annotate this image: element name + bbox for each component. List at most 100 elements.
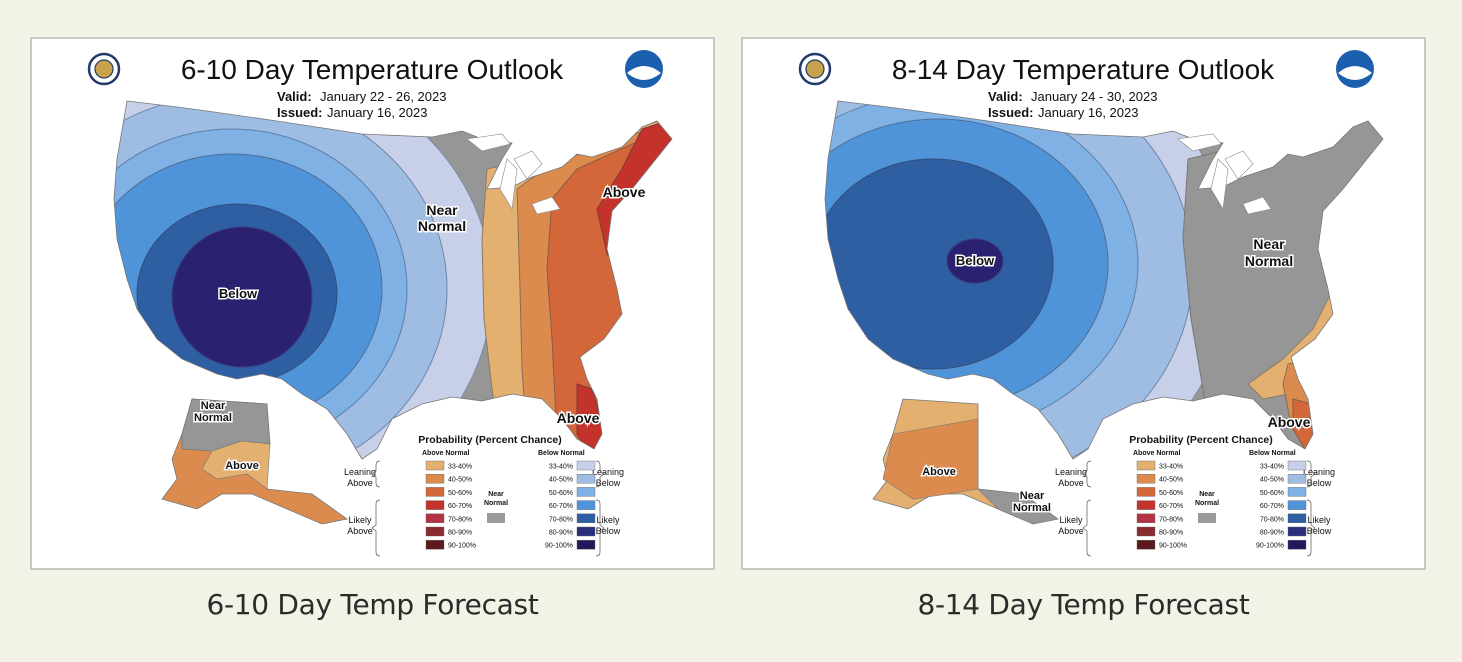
legend-leaning-above-2: Above <box>347 478 373 488</box>
legend-above-range: 60-70% <box>448 503 472 510</box>
legend-below-swatch <box>576 526 596 537</box>
map-title: 6-10 Day Temperature Outlook <box>181 54 564 85</box>
legend-below-range: 70-80% <box>1260 516 1284 523</box>
legend-above-range: 33-40% <box>1159 464 1183 471</box>
legend-above-header: Above Normal <box>422 450 470 457</box>
legend-above-range: 50-60% <box>1159 490 1183 497</box>
legend-leaning-below-1: Leaning <box>592 467 624 477</box>
legend-leaning-below-1: Leaning <box>1303 467 1335 477</box>
legend-leaning-above-2: Above <box>1058 478 1084 488</box>
great-lakes <box>1177 133 1272 215</box>
legend-likely-above-1: Likely <box>348 515 372 525</box>
legend-leaning-above-1: Leaning <box>344 467 376 477</box>
legend: Probability (Percent Chance) Above Norma… <box>1055 434 1335 557</box>
legend-likely-above-1: Likely <box>1059 515 1083 525</box>
legend-below-range: 90-100% <box>1256 543 1284 550</box>
legend-below-range: 70-80% <box>549 516 573 523</box>
map-title: 8-14 Day Temperature Outlook <box>892 54 1275 85</box>
legend-below-range: 40-50% <box>549 477 573 484</box>
legend-leaning-below-2: Below <box>596 478 621 488</box>
legend-brace <box>1082 460 1092 488</box>
ak-label-near-1: Near <box>1020 490 1045 502</box>
issued-label: Issued: <box>277 105 323 120</box>
legend-near-1: Near <box>488 491 504 498</box>
legend-below-header: Below Normal <box>538 450 585 457</box>
legend-below-range: 33-40% <box>1260 464 1284 471</box>
caption-6-10: 6-10 Day Temp Forecast <box>206 588 539 621</box>
legend-above-swatch <box>1136 500 1156 510</box>
region-label-above-ne: Above <box>603 184 646 200</box>
region-label-near-1: Near <box>426 202 458 218</box>
legend-below-range: 80-90% <box>1260 530 1284 537</box>
legend-near-2: Normal <box>484 500 508 507</box>
legend-likely-below-2: Below <box>1307 526 1332 536</box>
legend-below-swatch <box>1287 500 1307 510</box>
legend-likely-above-2: Above <box>1058 526 1084 536</box>
legend-below-range: 60-70% <box>1260 503 1284 510</box>
legend-brace <box>1306 460 1316 488</box>
legend-above-range: 60-70% <box>1159 503 1183 510</box>
legend-above-swatch <box>425 487 445 497</box>
legend-below-swatch <box>576 474 596 484</box>
issued-value: January 16, 2023 <box>1038 105 1138 120</box>
legend-below-swatch <box>1287 539 1307 550</box>
title-block: 8-14 Day Temperature Outlook Valid: Janu… <box>798 50 1374 120</box>
legend-below-swatch <box>576 500 596 510</box>
legend-above-swatch <box>1136 474 1156 484</box>
region-label-below: Below <box>956 253 995 268</box>
legend-below-range: 50-60% <box>549 490 573 497</box>
legend-brace <box>1082 499 1092 557</box>
legend-below-range: 90-100% <box>545 543 573 550</box>
legend-below-swatch <box>1287 526 1307 537</box>
legend-brace <box>1306 499 1316 557</box>
region-label-near-2: Normal <box>1245 253 1293 269</box>
legend-above-range: 40-50% <box>1159 477 1183 484</box>
region-label-near-2: Normal <box>418 218 466 234</box>
legend-above-swatch <box>425 526 445 537</box>
legend-above-swatch <box>425 513 445 524</box>
legend-above-swatch <box>1136 487 1156 497</box>
legend-below-header: Below Normal <box>1249 450 1296 457</box>
alaska <box>161 398 348 525</box>
legend-above-range: 80-90% <box>1159 530 1183 537</box>
legend: Probability (Percent Chance) Above Norma… <box>344 434 624 557</box>
legend-near-2: Normal <box>1195 500 1219 507</box>
valid-value: January 22 - 26, 2023 <box>320 89 446 104</box>
region-label-above-fl: Above <box>557 410 600 426</box>
legend-above-swatch <box>1136 539 1156 550</box>
legend-title: Probability (Percent Chance) <box>1129 434 1273 446</box>
legend-above-range: 80-90% <box>448 530 472 537</box>
legend-below-swatch <box>1287 487 1307 497</box>
region-label-above-fl: Above <box>1268 414 1311 430</box>
legend-below-swatch <box>576 487 596 497</box>
legend-above-range: 40-50% <box>448 477 472 484</box>
legend-above-header: Above Normal <box>1133 450 1181 457</box>
map-card-6-10: 6-10 Day Temperature Outlook Valid: Janu… <box>30 37 715 570</box>
legend-above-range: 90-100% <box>448 543 476 550</box>
region-label-below: Below <box>219 286 258 301</box>
legend-near-1: Near <box>1199 491 1215 498</box>
conus-bands <box>825 101 1383 459</box>
legend-leaning-below-2: Below <box>1307 478 1332 488</box>
ak-label-above: Above <box>922 466 956 478</box>
legend-above-range: 70-80% <box>448 516 472 523</box>
legend-below-range: 60-70% <box>549 503 573 510</box>
legend-near-swatch <box>1198 513 1216 523</box>
legend-above-swatch <box>425 460 445 471</box>
great-lakes <box>466 133 561 215</box>
legend-above-range: 50-60% <box>448 490 472 497</box>
legend-brace <box>371 499 381 557</box>
legend-above-swatch <box>425 539 445 550</box>
legend-brace <box>371 460 381 488</box>
legend-above-swatch <box>1136 526 1156 537</box>
legend-above-range: 70-80% <box>1159 516 1183 523</box>
ak-label-near-2: Normal <box>194 412 232 424</box>
legend-below-swatch <box>576 513 596 524</box>
legend-brace <box>595 499 605 557</box>
legend-above-range: 33-40% <box>448 464 472 471</box>
legend-below-range: 40-50% <box>1260 477 1284 484</box>
legend-above-swatch <box>1136 513 1156 524</box>
legend-above-swatch <box>425 500 445 510</box>
legend-below-swatch <box>1287 513 1307 524</box>
issued-label: Issued: <box>988 105 1034 120</box>
